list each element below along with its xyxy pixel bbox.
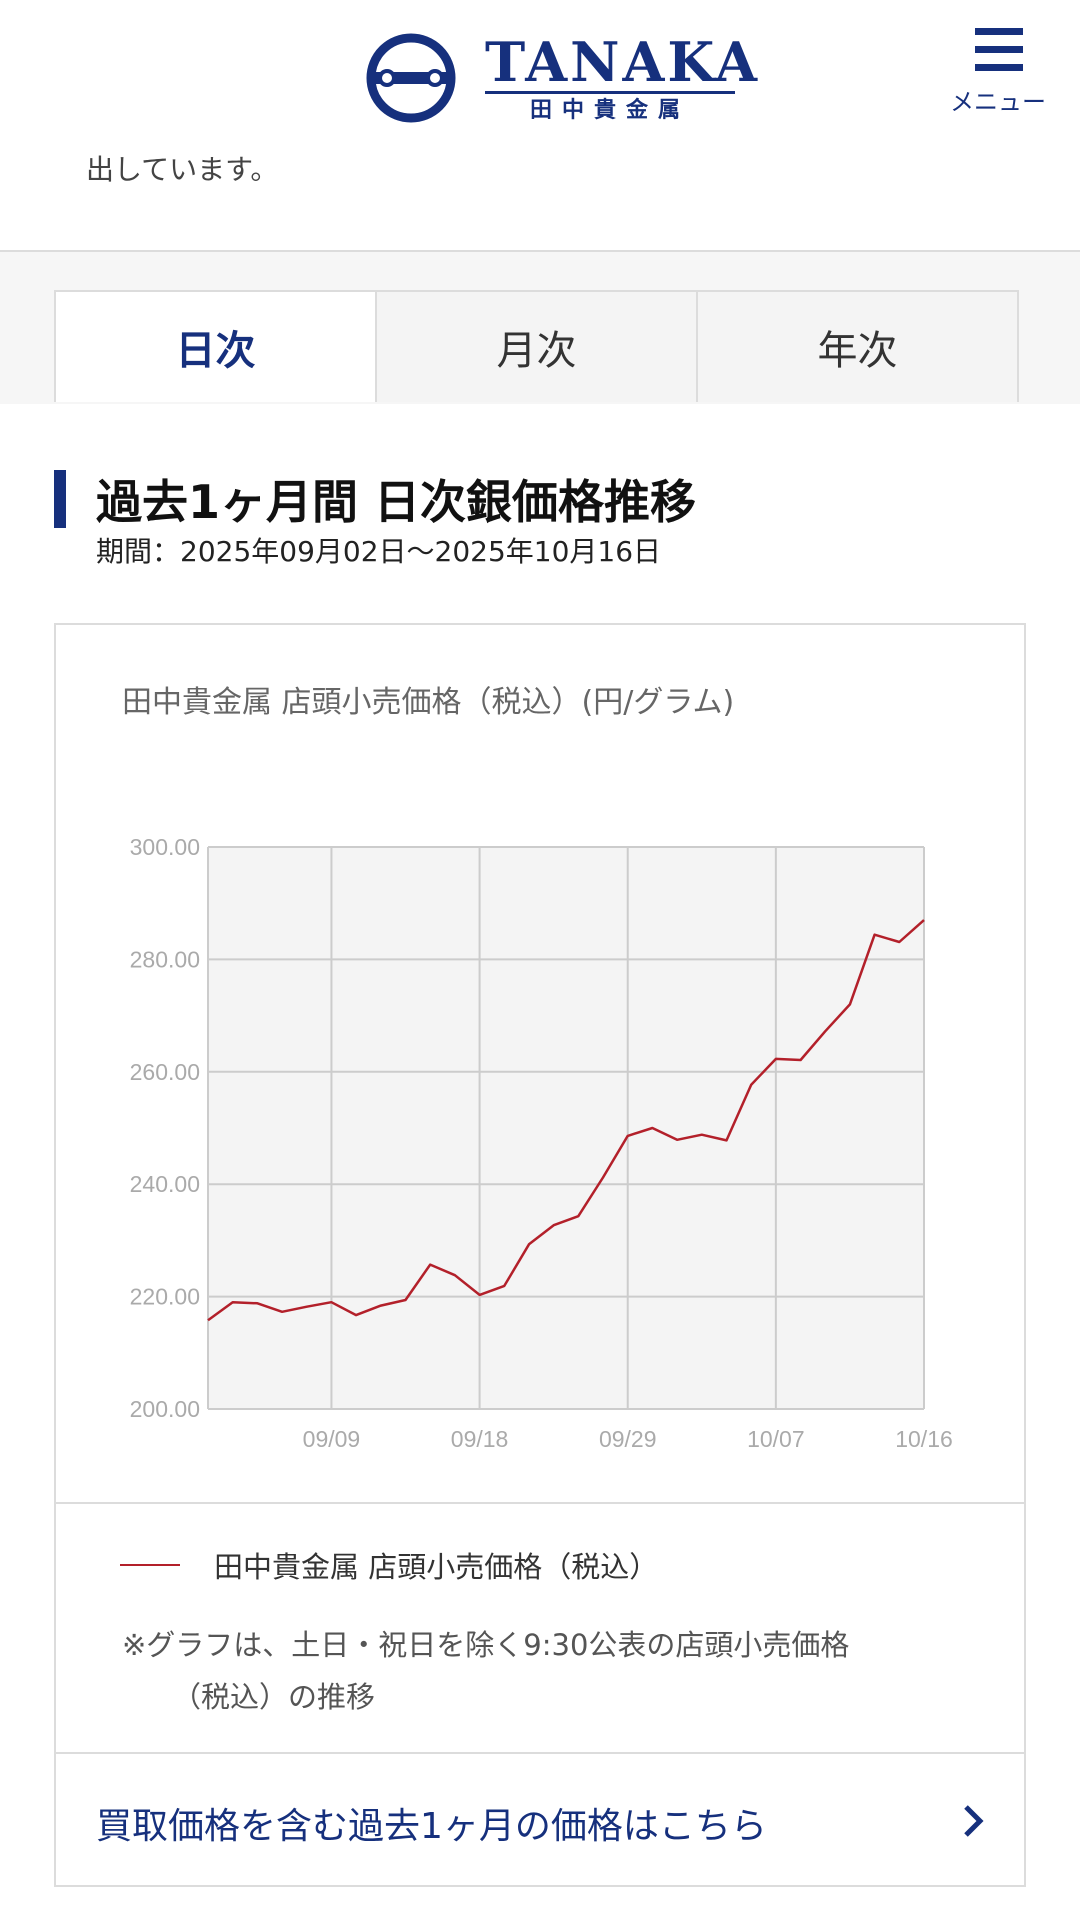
period-range: 期間：2025年09月02日～2025年10月16日 bbox=[96, 535, 662, 568]
tab-daily[interactable]: 日次 bbox=[54, 290, 377, 402]
tab-yearly[interactable]: 年次 bbox=[698, 290, 1019, 402]
x-tick-label: 09/29 bbox=[599, 1426, 657, 1452]
chart-legend: 田中貴金属 店頭小売価格（税込） bbox=[120, 1545, 658, 1585]
series-line bbox=[207, 919, 925, 1322]
tab-monthly[interactable]: 月次 bbox=[377, 290, 698, 402]
data-point bbox=[403, 1297, 409, 1303]
intro-text: 出しています。 bbox=[86, 153, 279, 186]
chart-card: 田中貴金属 店頭小売価格（税込）(円/グラム) 200.00 220.00 240.… bbox=[54, 623, 1026, 1887]
logo-rule bbox=[485, 91, 735, 94]
data-point bbox=[822, 1028, 828, 1034]
legend-swatch bbox=[120, 1564, 180, 1566]
y-tick-label: 200.00 bbox=[130, 1396, 200, 1422]
link-text: 買取価格を含む過去1ヶ月の価格はこちら bbox=[96, 1806, 767, 1847]
data-point bbox=[551, 1222, 557, 1228]
data-point bbox=[699, 1132, 705, 1138]
section-accent-bar bbox=[54, 470, 66, 528]
data-point bbox=[427, 1262, 433, 1268]
hamburger-icon bbox=[975, 28, 1023, 72]
data-point bbox=[921, 917, 927, 923]
chevron-right-icon bbox=[964, 1805, 984, 1837]
data-point bbox=[452, 1272, 458, 1278]
y-tick-label: 240.00 bbox=[130, 1171, 200, 1197]
past-month-prices-link[interactable]: 買取価格を含む過去1ヶ月の価格はこちら bbox=[56, 1755, 1024, 1885]
data-point bbox=[872, 932, 878, 938]
chart-note: ※グラフは、土日・祝日を除く9:30公表の店頭小売価格 （税込）の推移 bbox=[122, 1619, 972, 1723]
x-tick-label: 10/16 bbox=[895, 1426, 953, 1452]
data-point bbox=[600, 1174, 606, 1180]
period-tabs: 日次 月次 年次 bbox=[54, 290, 1019, 402]
price-line-chart: 200.00 220.00 240.00 260.00 280.00 300.00 09/0… bbox=[130, 834, 953, 1452]
data-point bbox=[254, 1300, 260, 1306]
y-tick-label: 300.00 bbox=[130, 834, 200, 860]
data-point bbox=[847, 1001, 853, 1007]
logo-mark-icon bbox=[366, 33, 456, 123]
x-tick-label: 10/07 bbox=[747, 1426, 805, 1452]
data-point bbox=[205, 1317, 211, 1323]
data-point bbox=[575, 1213, 581, 1219]
data-point bbox=[798, 1057, 804, 1063]
tanaka-logo[interactable]: TANAKA 田中貴金属 bbox=[365, 32, 757, 128]
note-line-1: ※グラフは、土日・祝日を除く9:30公表の店頭小売価格 bbox=[122, 1628, 850, 1662]
data-point bbox=[304, 1304, 310, 1310]
divider bbox=[56, 1502, 1024, 1504]
y-tick-label: 280.00 bbox=[130, 946, 200, 972]
menu-button[interactable]: メニュー bbox=[940, 24, 1056, 124]
data-point bbox=[723, 1137, 729, 1143]
data-point bbox=[501, 1283, 507, 1289]
logo-wordmark: TANAKA bbox=[485, 30, 761, 94]
data-point bbox=[674, 1137, 680, 1143]
data-point bbox=[649, 1125, 655, 1131]
y-tick-label: 260.00 bbox=[130, 1059, 200, 1085]
data-point bbox=[625, 1133, 631, 1139]
menu-label: メニュー bbox=[950, 88, 1046, 116]
data-point bbox=[773, 1056, 779, 1062]
data-point bbox=[279, 1309, 285, 1315]
data-point bbox=[526, 1241, 532, 1247]
data-point bbox=[353, 1312, 359, 1318]
x-tick-label: 09/09 bbox=[303, 1426, 361, 1452]
logo-subtext: 田中貴金属 bbox=[529, 98, 690, 123]
plot-area bbox=[208, 847, 924, 1409]
data-point bbox=[378, 1303, 384, 1309]
data-point bbox=[328, 1299, 334, 1305]
data-point bbox=[477, 1292, 483, 1298]
section-title: 過去1ヶ月間 日次銀価格推移 bbox=[96, 475, 697, 529]
legend-label: 田中貴金属 店頭小売価格（税込） bbox=[214, 1550, 659, 1584]
y-tick-label: 220.00 bbox=[130, 1284, 200, 1310]
x-tick-label: 09/18 bbox=[451, 1426, 509, 1452]
divider bbox=[56, 1752, 1024, 1754]
chart-title: 田中貴金属 店頭小売価格（税込）(円/グラム) bbox=[122, 685, 735, 720]
note-line-2: （税込）の推移 bbox=[172, 1680, 376, 1714]
data-point bbox=[748, 1082, 754, 1088]
data-point bbox=[896, 939, 902, 945]
site-header: TANAKA 田中貴金属 メニュー bbox=[0, 0, 1080, 150]
data-point bbox=[230, 1299, 236, 1305]
